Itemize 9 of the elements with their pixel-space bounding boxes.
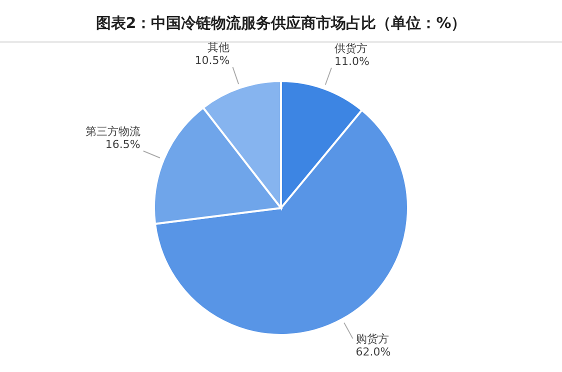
data-label: 11.0% xyxy=(334,54,370,68)
slice-label: 其他 xyxy=(208,41,230,54)
data-label: 62.0% xyxy=(356,346,391,359)
data-label: 10.5% xyxy=(194,54,230,68)
slice-label: 第三方物流 xyxy=(85,124,140,138)
data-label: 16.5% xyxy=(105,138,140,151)
chart-title: 图表2：中国冷链物流服务供应商市场占比（单位：%） xyxy=(96,14,466,32)
slice-label: 供货方 xyxy=(334,42,368,55)
slice-label: 购货方 xyxy=(356,332,389,346)
